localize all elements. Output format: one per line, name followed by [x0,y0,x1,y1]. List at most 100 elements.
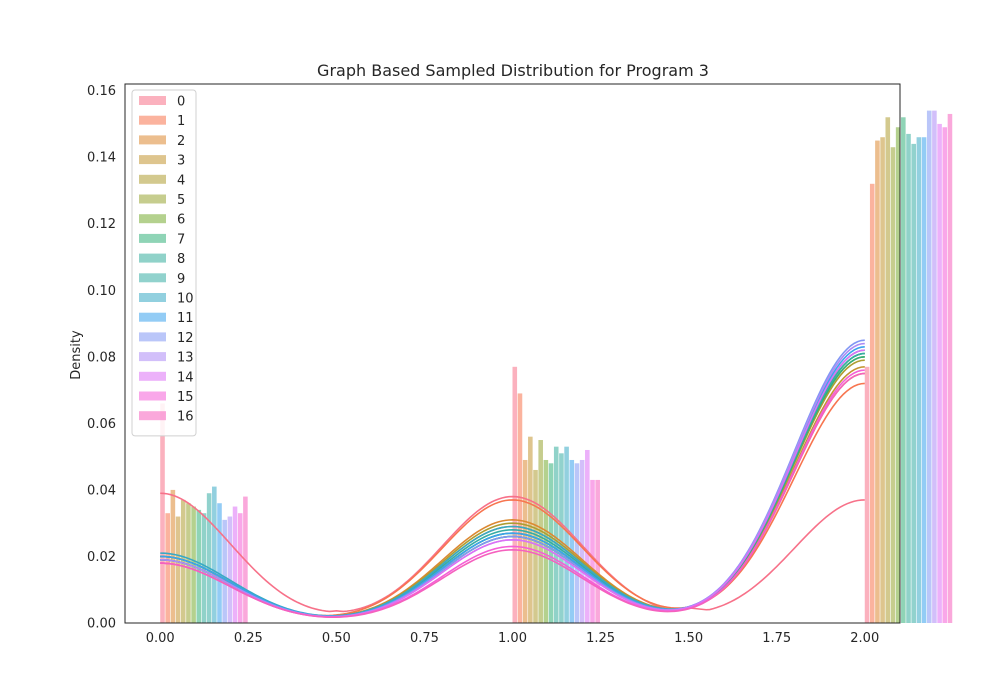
x-tick-label: 1.75 [762,631,791,646]
legend-swatch [139,411,166,421]
x-tick-label: 0.00 [146,631,175,646]
legend-label: 5 [177,193,185,208]
histogram-bar [942,127,948,623]
y-tick-label: 0.02 [87,550,116,565]
legend-swatch [139,352,166,362]
histogram-bar [160,403,165,623]
y-tick-label: 0.14 [87,151,116,166]
legend-swatch [139,214,166,224]
y-tick-label: 0.10 [87,284,116,299]
legend-swatch [139,96,166,105]
histogram-bar [165,513,170,623]
legend-label: 4 [177,173,185,188]
histogram-bar [595,479,600,623]
histogram-bar [906,133,911,623]
legend-swatch [139,371,166,381]
histogram-bar [175,516,181,623]
legend-swatch [139,115,166,125]
legend-swatch [139,391,166,401]
histogram-bar [227,516,233,623]
histogram-bar [947,113,953,623]
histogram-bar [890,147,896,623]
histogram-bar [543,459,549,623]
histogram-bar [901,117,906,624]
histogram-bar [585,449,590,623]
legend-label: 9 [177,272,185,287]
histogram-bar [932,110,937,624]
histogram-bar [186,503,191,623]
histogram-bar [574,463,580,623]
histogram-bar [916,137,922,624]
legend-swatch [139,273,166,283]
y-tick-label: 0.06 [87,417,116,432]
legend-swatch [139,155,166,165]
histogram-bar [512,366,518,623]
legend-label: 1 [177,114,185,129]
chart-title: Graph Based Sampled Distribution for Pro… [317,61,709,80]
legend-swatch [139,332,166,342]
x-tick-label: 1.00 [498,631,527,646]
histogram-bar [533,469,538,623]
histogram-bar [517,393,523,623]
kde-curve [160,372,865,618]
histogram-bar [885,117,891,624]
histogram-bar [180,499,186,623]
legend-label: 16 [177,410,194,425]
legend-label: 8 [177,252,185,267]
histogram-bar [569,459,575,623]
legend-swatch [139,293,166,302]
histogram-bar [232,506,238,623]
legend-swatch [139,233,166,243]
histogram-bar [237,513,243,623]
y-axis-label: Density [69,330,84,380]
x-tick-label: 1.25 [586,631,615,646]
histogram-bar [895,127,901,623]
histogram-bar [869,183,875,623]
histogram-bar [217,503,222,623]
histogram-bar [553,446,559,623]
axes-frame [124,83,901,624]
histogram-bar [864,366,870,623]
histogram-bar [590,479,595,623]
histogram-bar [579,459,585,623]
histogram-bar [170,489,176,623]
histogram-bar [911,143,916,623]
histogram-bar [222,519,227,623]
legend-label: 0 [177,95,185,110]
legend-label: 12 [177,331,194,346]
histogram-bar [191,506,196,623]
legend-label: 15 [177,390,194,405]
x-tick-label: 2.00 [850,631,879,646]
legend-label: 3 [177,154,185,169]
legend-label: 10 [177,292,194,307]
histogram-bar [206,493,212,623]
legend-swatch [139,174,166,184]
x-tick-label: 0.50 [322,631,351,646]
histogram-bar [212,486,217,623]
x-tick-label: 0.75 [410,631,439,646]
histogram-bar [559,453,564,623]
histogram-bar [880,137,885,624]
legend-label: 13 [177,351,194,366]
histogram-bar [937,123,942,624]
y-tick-label: 0.04 [87,483,116,498]
x-tick-label: 1.50 [674,631,703,646]
legend-label: 2 [177,134,185,149]
x-tick-label: 0.25 [234,631,263,646]
legend-label: 14 [177,370,194,385]
histogram-bar [875,140,880,623]
legend-swatch [139,194,166,204]
legend-label: 11 [177,311,194,326]
histogram-bar [921,137,927,624]
legend-label: 6 [177,213,185,228]
y-tick-label: 0.12 [87,217,116,232]
legend-swatch [139,135,166,145]
histogram-bar [926,110,932,624]
plot-area: 0.00 0.25 0.50 0.75 1.00 1.25 1.50 1.75 2.00 0.00… [87,83,953,646]
legend-swatch [139,253,166,263]
y-tick-label: 0.16 [87,84,116,99]
histogram-bar [564,446,569,623]
legend-swatch [139,312,166,322]
